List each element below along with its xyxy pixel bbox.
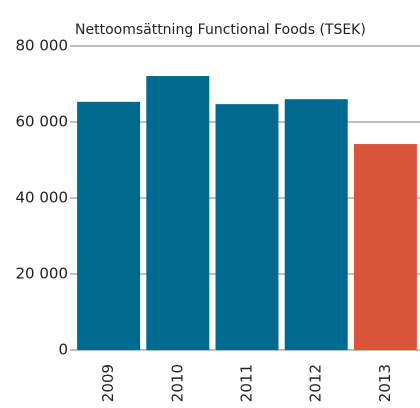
y-tick-label: 40 000: [16, 189, 69, 207]
y-tick-label: 80 000: [16, 37, 69, 55]
y-tick-label: 60 000: [16, 113, 69, 131]
bar: [353, 144, 417, 350]
x-tick-label: 2012: [307, 364, 325, 402]
bar: [215, 104, 279, 350]
x-tick-label: 2010: [168, 364, 186, 402]
y-tick-label: 0: [58, 341, 68, 359]
x-tick-label: 2011: [238, 364, 256, 402]
chart-title: Nettoomsättning Functional Foods (TSEK): [75, 22, 366, 38]
bar: [284, 99, 348, 350]
bar: [77, 101, 141, 350]
y-tick-label: 20 000: [16, 265, 69, 283]
bar: [146, 76, 210, 351]
x-tick-label: 2013: [376, 364, 394, 402]
x-tick-label: 2009: [99, 364, 117, 402]
